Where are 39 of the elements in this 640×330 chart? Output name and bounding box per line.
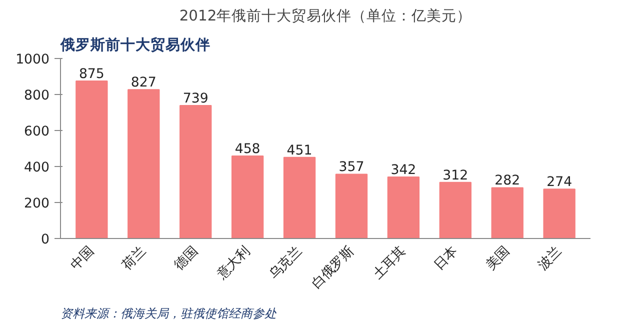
x-tick-label: 白俄罗斯 [309,244,357,292]
chart-subtitle: 2012年俄前十大贸易伙伴（单位：亿美元） [179,8,472,24]
data-label: 827 [130,76,156,91]
bar [491,187,524,238]
x-tick-label: 土耳其 [370,244,409,282]
x-tick-label: 波兰 [536,244,565,274]
bar [76,80,108,238]
data-label: 357 [338,160,364,176]
chart-title: 俄罗斯前十大贸易伙伴 [60,36,210,54]
text: 资料来源：俄海关局，驻俄使馆经商参处 [60,306,278,320]
y-tick-label: 1000 [16,52,50,68]
data-label: 312 [442,168,468,184]
data-label: 451 [286,143,312,158]
x-tick-label: 中国 [68,244,97,274]
bar [283,156,316,238]
y-tick-label: 600 [24,124,50,140]
y-tick-label: 800 [24,88,50,104]
y-tick-label: 400 [24,160,50,176]
data-label: 342 [390,162,416,178]
data-label: 274 [546,175,572,190]
x-tick-label: 意大利 [214,244,253,284]
data-label: 458 [234,142,260,158]
data-label: 739 [182,91,208,106]
x-tick-label: 日本 [432,244,461,274]
bar [387,176,420,238]
bar [543,188,576,238]
bar [439,182,472,238]
bar [180,104,212,238]
y-tick-label: 0 [41,232,50,248]
data-label: 282 [494,174,520,189]
x-tick-label: 美国 [482,243,513,274]
x-tick-label: 乌克兰 [266,244,305,282]
bar [335,174,368,238]
x-tick-label: 荷兰 [120,244,149,274]
bar [231,156,264,238]
bar [128,89,160,238]
y-tick-label: 200 [24,196,50,212]
data-label: 875 [78,67,104,82]
x-tick-label: 德国 [172,244,201,274]
